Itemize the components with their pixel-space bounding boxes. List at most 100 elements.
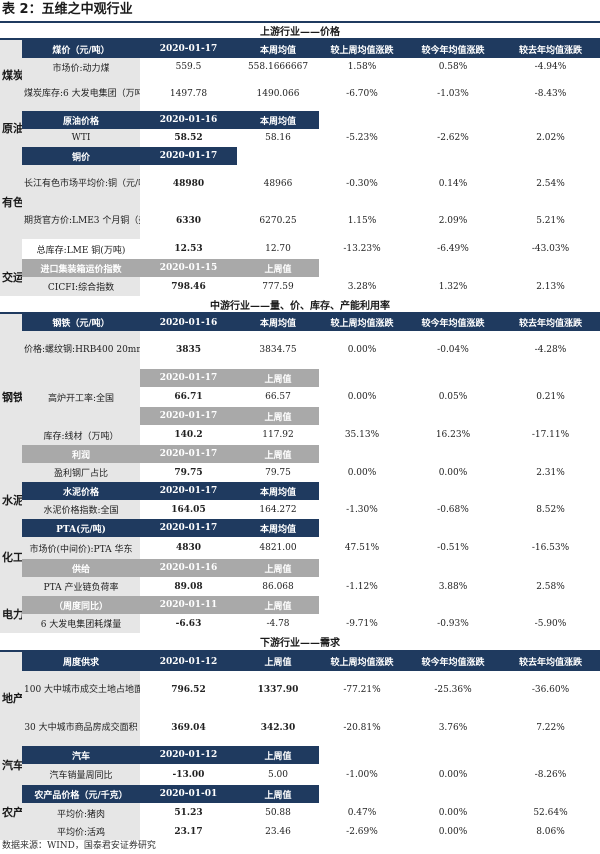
row-name: 总库存:LME 铜(万吨) bbox=[36, 245, 126, 256]
row-current: 369.04 bbox=[171, 722, 206, 733]
row-ytd: 0.00% bbox=[438, 826, 468, 837]
row-ytd: 3.76% bbox=[438, 722, 468, 733]
industry-label-steel: 钢铁 bbox=[0, 313, 22, 482]
table-row: 汽车销量周同比 -13.00 5.00 -1.00% 0.00% -8.26% bbox=[0, 764, 600, 785]
row-avg: 342.30 bbox=[260, 722, 296, 733]
table-row: 6 大发电集团耗煤量 -6.63 -4.78 -9.71% -0.93% -5.… bbox=[0, 614, 600, 633]
table-row: 总库存:LME 铜(万吨) 12.53 12.70 -13.23% -6.49%… bbox=[0, 239, 600, 259]
table-row: 价格:螺纹钢:HRB400 20mm 3835 3834.75 0.00% -0… bbox=[0, 331, 600, 369]
row-ly: -5.90% bbox=[534, 618, 567, 629]
row-ly: -16.53% bbox=[531, 543, 570, 553]
row-avg: 66.57 bbox=[265, 392, 291, 402]
row-wk: -13.23% bbox=[343, 244, 381, 254]
row-current: -13.00 bbox=[172, 769, 205, 780]
row-ly: 52.64% bbox=[533, 808, 568, 818]
row-ly: -8.26% bbox=[534, 769, 567, 780]
caption-rule bbox=[0, 21, 600, 23]
section-title-downstream: 下游行业——需求 bbox=[0, 633, 600, 652]
row-ytd: -0.51% bbox=[437, 543, 469, 553]
row-name: CICFI:综合指数 bbox=[22, 277, 140, 296]
row-current: 164.05 bbox=[171, 504, 206, 515]
header-label: 周度供求 bbox=[22, 651, 140, 671]
header-date: 2020-01-11 bbox=[140, 596, 237, 614]
header-date: 2020-01-01 bbox=[140, 785, 237, 803]
row-ytd: -6.49% bbox=[437, 244, 469, 254]
industry-label-transport: 交运 bbox=[0, 259, 22, 296]
row-name: 长江有色市场平均价:铜（元/吨） bbox=[22, 165, 140, 202]
row-wk: -5.23% bbox=[346, 133, 378, 143]
row-current: 140.2 bbox=[174, 430, 203, 440]
row-wk: -2.69% bbox=[346, 826, 378, 837]
subheader-date: 2020-01-16 bbox=[140, 559, 237, 577]
row-avg: 4821.00 bbox=[259, 543, 297, 553]
header-date: 2020-01-17 bbox=[140, 519, 237, 537]
row-wk: 0.00% bbox=[347, 392, 377, 402]
industry-label-metal: 有色 bbox=[0, 147, 22, 259]
row-wk: 47.51% bbox=[344, 543, 380, 553]
header-col-last-week: 上周值 bbox=[237, 746, 319, 764]
industry-label-auto: 汽车 bbox=[0, 746, 22, 785]
row-name: 高炉开工率:全国 bbox=[22, 387, 140, 407]
row-ytd: -0.93% bbox=[437, 618, 469, 629]
header-col-this-week: 本周均值 bbox=[237, 482, 319, 500]
row-current: 3835 bbox=[175, 345, 202, 355]
row-wk: 1.15% bbox=[347, 215, 377, 226]
header-label: 进口集装箱运价指数 bbox=[22, 259, 140, 277]
row-ytd: 0.14% bbox=[438, 178, 468, 189]
header-col-vs-last-week: 较上周均值涨跌 bbox=[319, 39, 405, 58]
row-current: 89.08 bbox=[174, 581, 203, 592]
row-current: 79.75 bbox=[174, 467, 203, 478]
header-label: 铜价 bbox=[22, 147, 140, 165]
row-name: 平均价:猪肉 bbox=[22, 803, 140, 823]
row-current: -6.63 bbox=[175, 618, 202, 629]
row-ly: -4.94% bbox=[534, 62, 567, 72]
row-current: 66.71 bbox=[174, 392, 203, 402]
header-col-vs-ytd: 较今年均值涨跌 bbox=[405, 651, 501, 671]
row-ly: 7.22% bbox=[536, 722, 565, 733]
header-date: 2020-01-17 bbox=[140, 147, 237, 165]
subheader-date: 2020-01-17 bbox=[140, 369, 237, 387]
row-avg: 3834.75 bbox=[259, 345, 297, 355]
row-ly: 8.06% bbox=[536, 826, 565, 837]
table-row: PTA 产业链负荷率 89.08 86.068 -1.12% 3.88% 2.5… bbox=[0, 577, 600, 596]
row-wk: 0.47% bbox=[347, 808, 377, 818]
row-current: 796.52 bbox=[171, 685, 206, 695]
header-label: 农产品价格（元/千克） bbox=[22, 785, 140, 803]
table-row: CICFI:综合指数 798.46 777.59 3.28% 1.32% 2.1… bbox=[0, 277, 600, 296]
row-name: 100 大中城市成交土地占地面积 bbox=[22, 671, 140, 709]
row-ly: -8.43% bbox=[534, 88, 567, 99]
row-ytd: 2.09% bbox=[438, 215, 468, 226]
header-col-vs-last-year: 较去年均值涨跌 bbox=[501, 651, 600, 671]
header-label: 水泥价格 bbox=[22, 482, 140, 500]
header-row-metal: 有色 铜价 2020-01-17 bbox=[0, 147, 600, 259]
section-row-downstream: 下游行业——需求 bbox=[0, 633, 600, 652]
row-ytd: 1.32% bbox=[438, 281, 468, 292]
header-col-vs-last-week: 较上周均值涨跌 bbox=[319, 313, 405, 331]
header-row-steel: 钢铁 钢铁（元/吨） 2020-01-16 本周均值 较上周均值涨跌 较今年均值… bbox=[0, 313, 600, 482]
row-current: 23.17 bbox=[174, 826, 203, 837]
table-row: 长江有色市场平均价:铜（元/吨） 48980 48966 -0.30% 0.14… bbox=[0, 165, 600, 202]
data-source-note: 数据来源：WIND，国泰君安证券研究 bbox=[2, 841, 156, 851]
row-ly: 2.31% bbox=[536, 467, 565, 478]
row-avg: 48966 bbox=[263, 178, 293, 189]
row-wk: -6.70% bbox=[346, 88, 378, 99]
row-ly: 5.21% bbox=[536, 215, 565, 226]
header-label: （周度同比） bbox=[22, 596, 140, 614]
row-avg: 1490.066 bbox=[256, 88, 300, 99]
row-ly: -36.60% bbox=[531, 685, 570, 695]
table-row: 100 大中城市成交土地占地面积 796.52 1337.90 -77.21% … bbox=[0, 671, 600, 709]
header-col-vs-last-year: 较去年均值涨跌 bbox=[501, 313, 600, 331]
industry-label-agri: 农产品 bbox=[0, 785, 22, 840]
row-name: 水泥价格指数:全国 bbox=[22, 500, 140, 519]
header-date: 2020-01-12 bbox=[140, 746, 237, 764]
header-col-vs-ytd: 较今年均值涨跌 bbox=[405, 313, 501, 331]
section-title-midstream: 中游行业——量、价、库存、产能利用率 bbox=[0, 296, 600, 314]
row-name: 6 大发电集团耗煤量 bbox=[22, 614, 140, 633]
row-wk: 1.58% bbox=[347, 62, 377, 72]
industry-label-realestate: 地产 bbox=[0, 651, 22, 746]
row-wk: -1.12% bbox=[346, 581, 378, 592]
header-col-this-week: 本周均值 bbox=[237, 111, 319, 129]
row-name: 价格:螺纹钢:HRB400 20mm bbox=[22, 331, 140, 369]
row-ytd: 0.00% bbox=[438, 808, 468, 818]
